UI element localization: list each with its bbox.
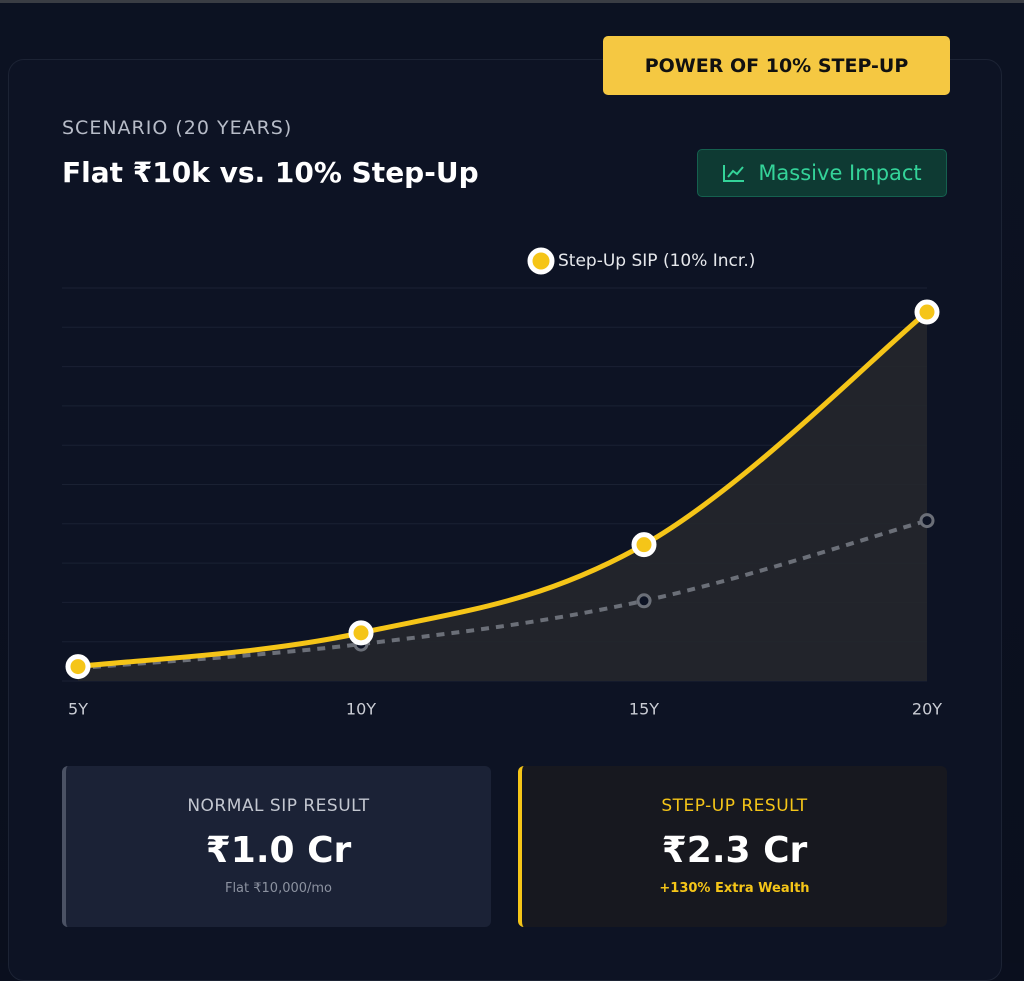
- legend-label: Step-Up SIP (10% Incr.): [558, 251, 755, 271]
- point: [914, 299, 940, 325]
- result-label: NORMAL SIP RESULT: [187, 796, 370, 816]
- result-card: STEP-UP RESULT ₹2.3 Cr +130% Extra Wealt…: [518, 766, 947, 927]
- trend-icon: [723, 165, 745, 182]
- x-tick-label: 20Y: [912, 700, 942, 719]
- x-tick-label: 10Y: [346, 700, 376, 719]
- result-value: ₹1.0 Cr: [205, 830, 352, 871]
- subtitle: SCENARIO (20 YEARS): [62, 117, 293, 139]
- x-tick-label: 15Y: [629, 700, 659, 719]
- result-card: NORMAL SIP RESULT ₹1.0 Cr Flat ₹10,000/m…: [62, 766, 491, 927]
- badge: POWER OF 10% STEP-UP: [603, 36, 950, 95]
- result-label: STEP-UP RESULT: [661, 796, 808, 816]
- area: [78, 312, 927, 681]
- point: [919, 513, 935, 529]
- tag-text: Massive Impact: [758, 161, 922, 185]
- tag[interactable]: Massive Impact: [697, 149, 947, 197]
- chart: 5Y 10Y 15Y 20Y Step-Up SIP (10% Incr.): [62, 247, 942, 719]
- x-tick-label: 5Y: [68, 700, 88, 719]
- result-note: +130% Extra Wealth: [659, 881, 810, 896]
- point: [348, 620, 374, 646]
- line: [77, 518, 928, 671]
- legend-marker: [527, 247, 555, 275]
- point: [636, 593, 652, 609]
- point: [65, 654, 91, 680]
- line: [77, 310, 929, 670]
- result-value: ₹2.3 Cr: [661, 830, 808, 871]
- point: [631, 532, 657, 558]
- title: Flat ₹10k vs. 10% Step-Up: [62, 156, 479, 189]
- result-note: Flat ₹10,000/mo: [224, 881, 333, 896]
